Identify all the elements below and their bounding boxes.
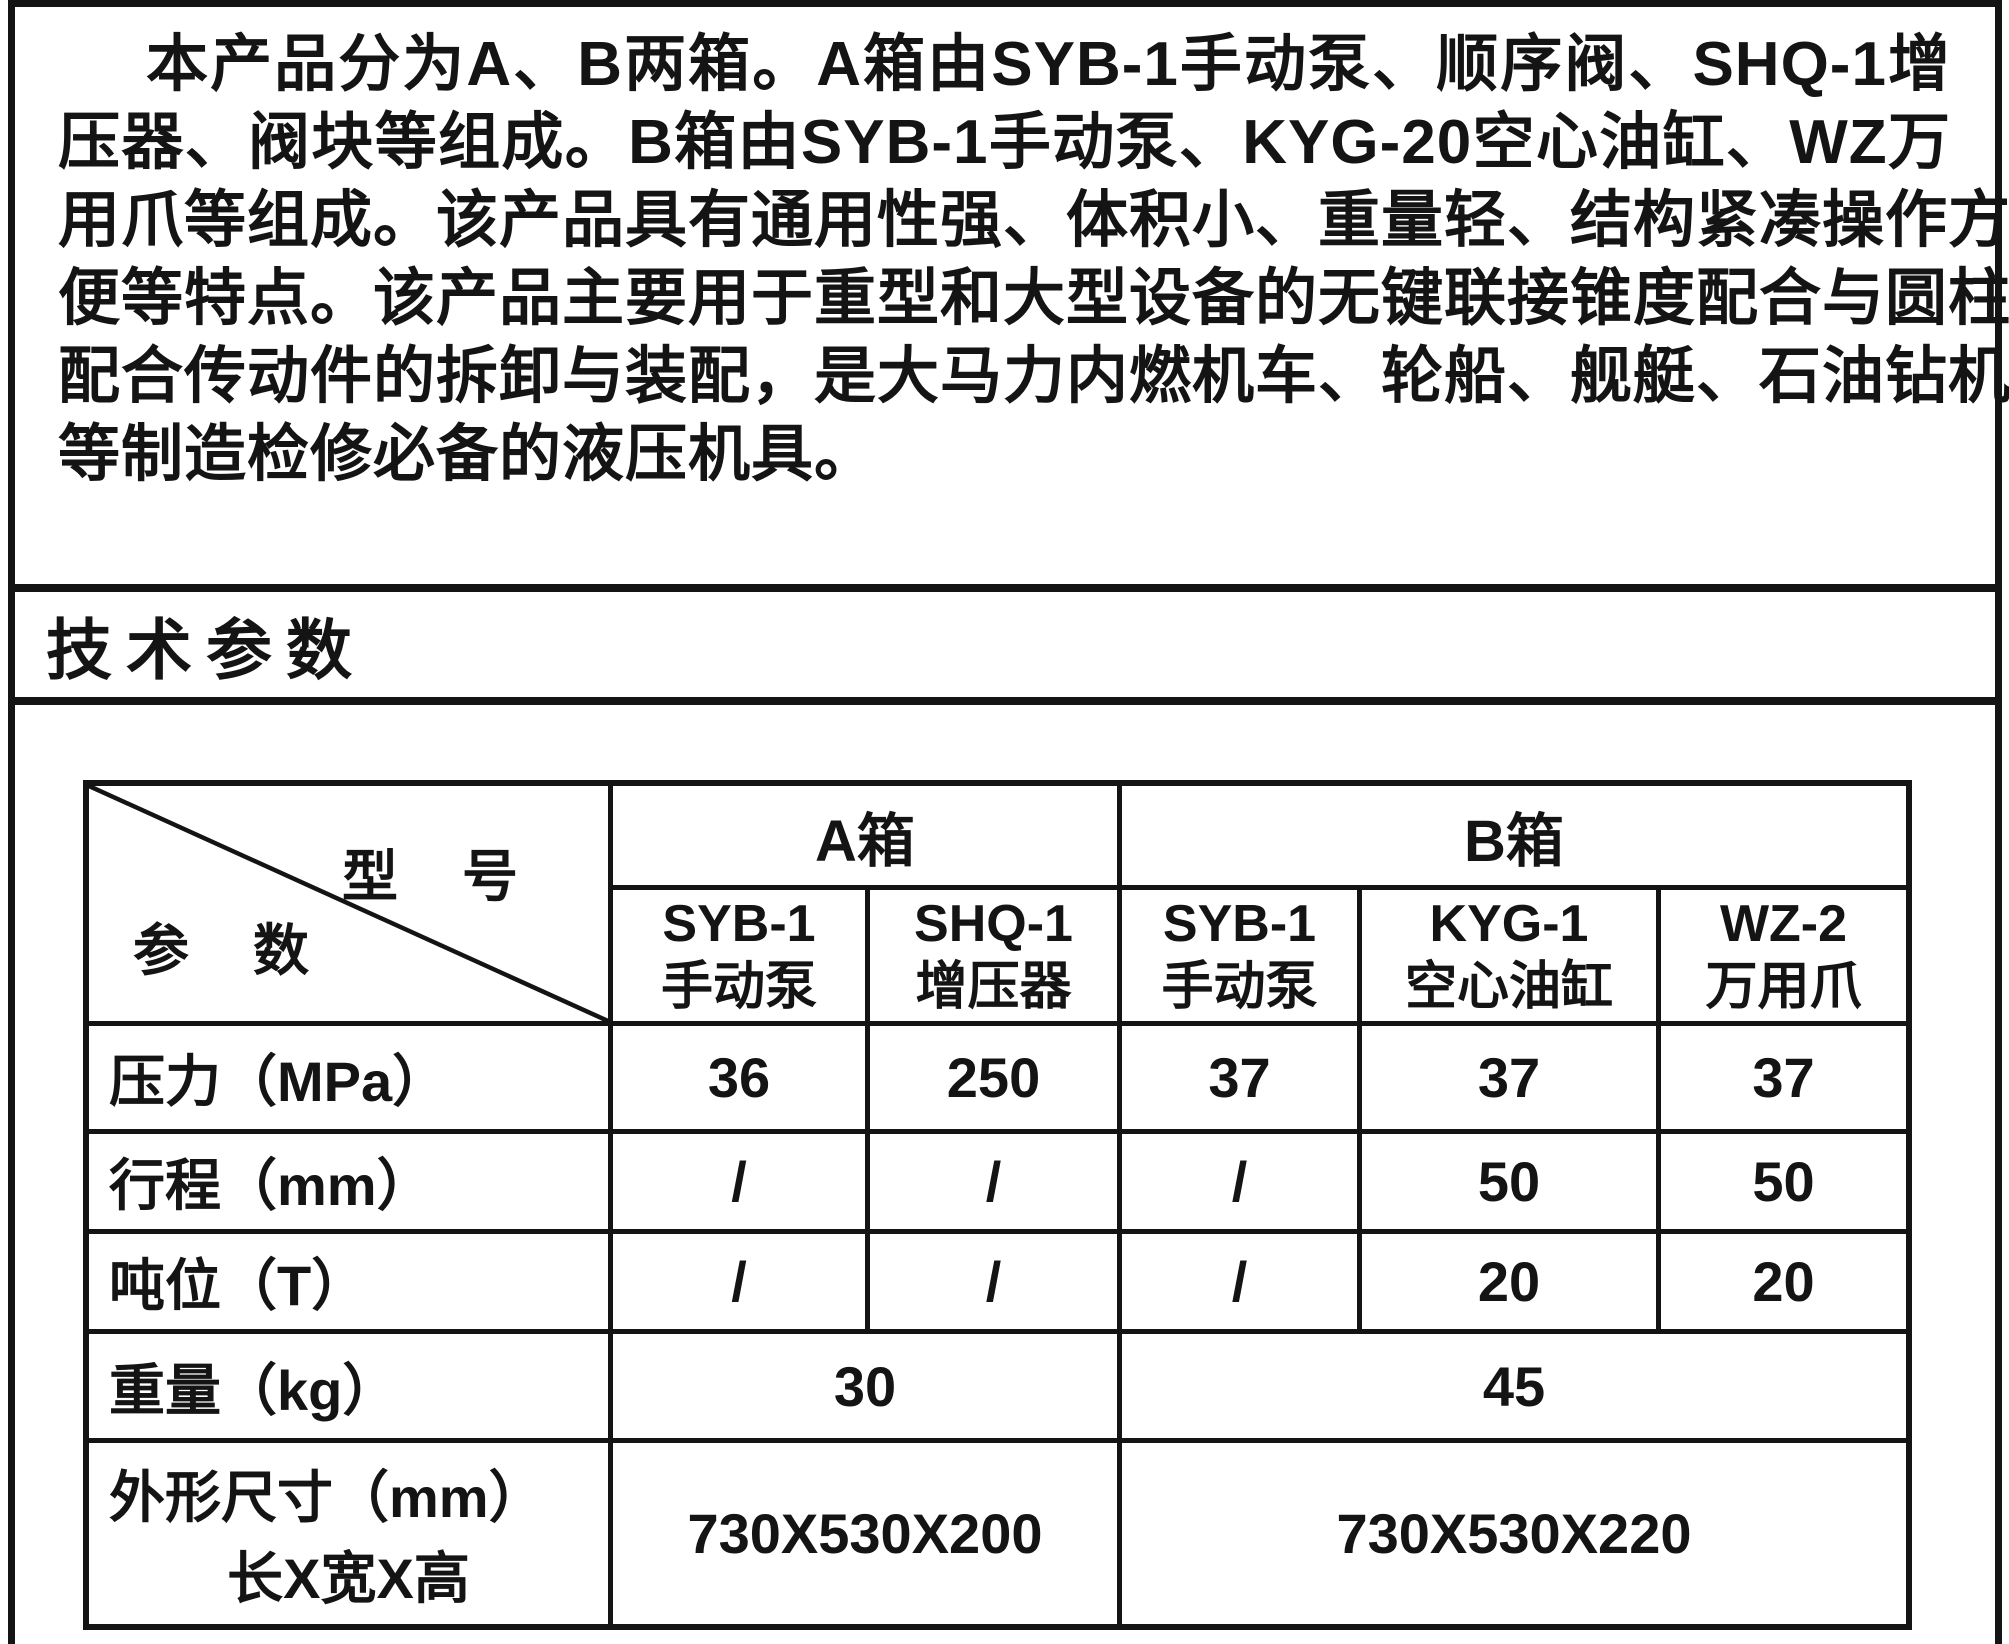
weight-box-a: 30 <box>613 1334 1122 1443</box>
dimensions-box-b: 730X530X220 <box>1336 1502 1692 1565</box>
tonnage-b-kyg1: 20 <box>1362 1234 1661 1334</box>
column-header-a-shq1: SHQ-1 增压器 <box>870 890 1122 1026</box>
row-label-pressure: 压力（MPa） <box>89 1026 613 1134</box>
spec-table: 型 号 参 数 A箱 B箱 SYB-1 手动泵 SHQ-1 增压器 SYB-1 … <box>83 780 1912 1630</box>
column-header-line2: 手动泵 <box>660 957 817 1016</box>
column-header-line2: 增压器 <box>915 957 1072 1016</box>
dimensions-box-a: 730X530X200 <box>613 1443 1122 1624</box>
column-header-b-kyg1: KYG-1 空心油缸 <box>1362 890 1661 1026</box>
column-header-line1: KYG-1 <box>1429 894 1589 953</box>
tonnage-a-shq1: / <box>870 1234 1122 1334</box>
intro-line-3: 用爪等组成。该产品具有通用性强、体积小、重量轻、结构紧凑操作方 <box>58 186 2009 255</box>
column-header-line2: 万用爪 <box>1705 957 1862 1016</box>
dimensions-label-line2: 长X宽X高 <box>227 1546 470 1610</box>
column-header-line1: SYB-1 <box>662 894 816 953</box>
pressure-a-syb1: 36 <box>613 1026 870 1134</box>
diagonal-line <box>89 786 608 1021</box>
corner-model-label: 型 号 <box>342 845 522 908</box>
column-header-b-syb1: SYB-1 手动泵 <box>1122 890 1362 1026</box>
row-label-tonnage: 吨位（T） <box>89 1234 613 1334</box>
tonnage-a-syb1: / <box>613 1234 870 1334</box>
stroke-b-wz2: 50 <box>1661 1134 1906 1234</box>
section-title: 技术参数 <box>46 612 366 687</box>
row-label-weight: 重量（kg） <box>89 1334 613 1443</box>
pressure-b-wz2: 37 <box>1661 1026 1906 1134</box>
group-header-a: A箱 <box>613 786 1122 890</box>
column-header-line2: 空心油缸 <box>1404 957 1613 1016</box>
stroke-b-syb1: / <box>1122 1134 1362 1234</box>
column-header-line2: 手动泵 <box>1161 957 1318 1016</box>
column-header-line1: SYB-1 <box>1162 894 1317 953</box>
pressure-b-kyg1: 37 <box>1362 1026 1661 1134</box>
pressure-a-shq1: 250 <box>870 1026 1122 1134</box>
page-border-frame <box>8 0 2002 1644</box>
intro-paragraph: 本产品分为A、B两箱。A箱由SYB-1手动泵、顺序阀、SHQ-1增 压器、阀块等… <box>58 26 2009 494</box>
intro-line-1: 本产品分为A、B两箱。A箱由SYB-1手动泵、顺序阀、SHQ-1增 <box>146 30 1951 99</box>
corner-param-label: 参 数 <box>133 919 313 982</box>
intro-line-5: 配合传动件的拆卸与装配，是大马力内燃机车、轮船、舰艇、石油钻机 <box>58 342 2009 411</box>
intro-line-6: 等制造检修必备的液压机具。 <box>58 420 878 489</box>
intro-line-2: 压器、阀块等组成。B箱由SYB-1手动泵、KYG-20空心油缸、WZ万 <box>58 108 1951 177</box>
stroke-b-kyg1: 50 <box>1362 1134 1661 1234</box>
section-header-band: 技术参数 <box>8 584 2002 705</box>
tonnage-b-wz2: 20 <box>1661 1234 1906 1334</box>
group-header-b: B箱 <box>1122 786 1906 890</box>
column-header-a-syb1: SYB-1 手动泵 <box>613 890 870 1026</box>
stroke-a-syb1: / <box>613 1134 870 1234</box>
pressure-b-syb1: 37 <box>1122 1026 1362 1134</box>
row-label-dimensions: 外形尺寸（mm） 长X宽X高 <box>89 1443 613 1624</box>
column-header-line1: WZ-2 <box>1719 894 1848 953</box>
weight-box-b: 45 <box>1122 1334 1906 1443</box>
column-header-line1: SHQ-1 <box>914 894 1073 953</box>
intro-line-4: 便等特点。该产品主要用于重型和大型设备的无键联接锥度配合与圆柱 <box>58 264 2009 333</box>
dimensions-label-line1: 外形尺寸（mm） <box>109 1465 545 1529</box>
row-label-stroke: 行程（mm） <box>89 1134 613 1234</box>
tonnage-b-syb1: / <box>1122 1234 1362 1334</box>
column-header-b-wz2: WZ-2 万用爪 <box>1661 890 1906 1026</box>
table-corner-cell: 型 号 参 数 <box>89 786 613 1026</box>
stroke-a-shq1: / <box>870 1134 1122 1234</box>
